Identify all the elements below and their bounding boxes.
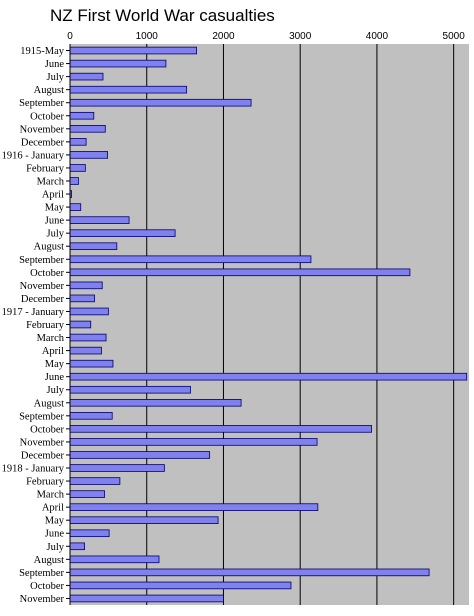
x-tick-label: 1000 xyxy=(136,31,159,42)
x-tick-label: 2000 xyxy=(212,31,235,42)
y-tick-label: November xyxy=(20,124,65,135)
bar xyxy=(69,164,86,172)
bar xyxy=(69,503,319,511)
bar xyxy=(69,581,292,590)
y-tick-label: August xyxy=(34,398,64,409)
y-tick-label: June xyxy=(45,216,65,227)
bar xyxy=(69,98,252,107)
y-tick-label: July xyxy=(46,229,64,240)
bar xyxy=(69,333,107,342)
y-tick-labels: 1915-May June July August September October No… xyxy=(2,46,70,605)
y-tick-label: February xyxy=(26,477,65,488)
x-tick-label: 4000 xyxy=(366,31,389,42)
bar xyxy=(69,229,176,237)
bar xyxy=(69,216,130,224)
bar xyxy=(69,555,160,564)
plot-area xyxy=(70,44,469,605)
bar xyxy=(69,242,118,251)
y-tick-label: November xyxy=(20,437,65,448)
y-tick-label: June xyxy=(45,372,65,383)
bar xyxy=(69,59,167,68)
y-tick-label: May xyxy=(45,359,65,370)
bar xyxy=(69,529,110,538)
y-tick-label: February xyxy=(26,320,65,331)
y-tick-label: 1915-May xyxy=(20,46,64,57)
y-tick-label: July xyxy=(46,385,64,396)
y-tick-label: November xyxy=(20,594,65,605)
gridlines xyxy=(146,44,455,605)
x-tick-labels: 0 1000 2000 3000 4000 5000 xyxy=(67,31,465,42)
y-tick-label: September xyxy=(19,98,64,109)
bar xyxy=(69,542,85,551)
y-tick-label: April xyxy=(42,190,64,201)
y-tick-label: October xyxy=(30,581,64,592)
bar xyxy=(69,385,191,394)
bar xyxy=(69,125,106,133)
y-tick-label: December xyxy=(21,137,65,148)
y-tick-label: December xyxy=(21,450,65,461)
bar xyxy=(69,281,103,290)
bar xyxy=(69,85,188,94)
y-tick-label: March xyxy=(37,333,65,344)
x-tick-label: 0 xyxy=(67,31,73,42)
y-tick-label: December xyxy=(21,294,65,305)
y-tick-label: April xyxy=(42,346,64,357)
bar xyxy=(69,425,372,433)
bar xyxy=(69,398,242,407)
bar xyxy=(69,46,198,55)
bar xyxy=(69,490,105,498)
bar xyxy=(69,464,165,472)
bar xyxy=(69,268,411,277)
y-tick-label: August xyxy=(34,242,64,253)
y-tick-label: November xyxy=(20,281,65,292)
y-tick-label: October xyxy=(30,268,64,279)
bar xyxy=(69,255,312,264)
y-tick-label: October xyxy=(30,424,64,435)
y-tick-label: August xyxy=(34,555,64,566)
bar xyxy=(69,594,224,603)
y-tick-label: May xyxy=(45,203,65,214)
bar xyxy=(69,516,219,524)
x-tick-label: 5000 xyxy=(443,31,466,42)
bar xyxy=(69,177,79,185)
y-tick-label: March xyxy=(37,490,65,501)
bar xyxy=(69,372,468,381)
bar xyxy=(69,451,211,459)
y-tick-label: 1918 - January xyxy=(2,464,65,475)
y-tick-label: September xyxy=(19,568,64,579)
bar xyxy=(69,346,102,355)
y-tick-label: July xyxy=(46,542,64,553)
bars xyxy=(69,46,468,603)
x-tick-label: 3000 xyxy=(289,31,312,42)
y-tick-label: February xyxy=(26,163,65,174)
chart-title: NZ First World War casualties xyxy=(50,6,275,25)
y-tick-label: October xyxy=(30,111,64,122)
y-tick-label: June xyxy=(45,529,65,540)
bar xyxy=(69,307,109,316)
y-tick-label: May xyxy=(45,516,65,527)
y-tick-label: April xyxy=(42,503,64,514)
bar xyxy=(69,412,113,420)
y-tick-label: August xyxy=(34,85,64,96)
y-tick-label: 1916 - January xyxy=(2,150,65,161)
bar xyxy=(69,203,82,211)
bar xyxy=(69,359,114,368)
bar xyxy=(69,138,87,146)
y-tick-label: September xyxy=(19,255,64,266)
bar xyxy=(69,568,430,577)
y-tick-label: 1917 - January xyxy=(2,307,65,318)
bar xyxy=(69,477,121,485)
y-tick-label: March xyxy=(37,176,65,187)
bar xyxy=(69,294,95,303)
bar xyxy=(69,72,104,81)
bar xyxy=(69,438,318,446)
y-tick-label: June xyxy=(45,59,65,70)
y-tick-label: July xyxy=(46,72,64,83)
bar xyxy=(69,320,92,329)
bar xyxy=(69,111,95,120)
y-tick-label: September xyxy=(19,411,64,422)
bar xyxy=(69,151,108,159)
